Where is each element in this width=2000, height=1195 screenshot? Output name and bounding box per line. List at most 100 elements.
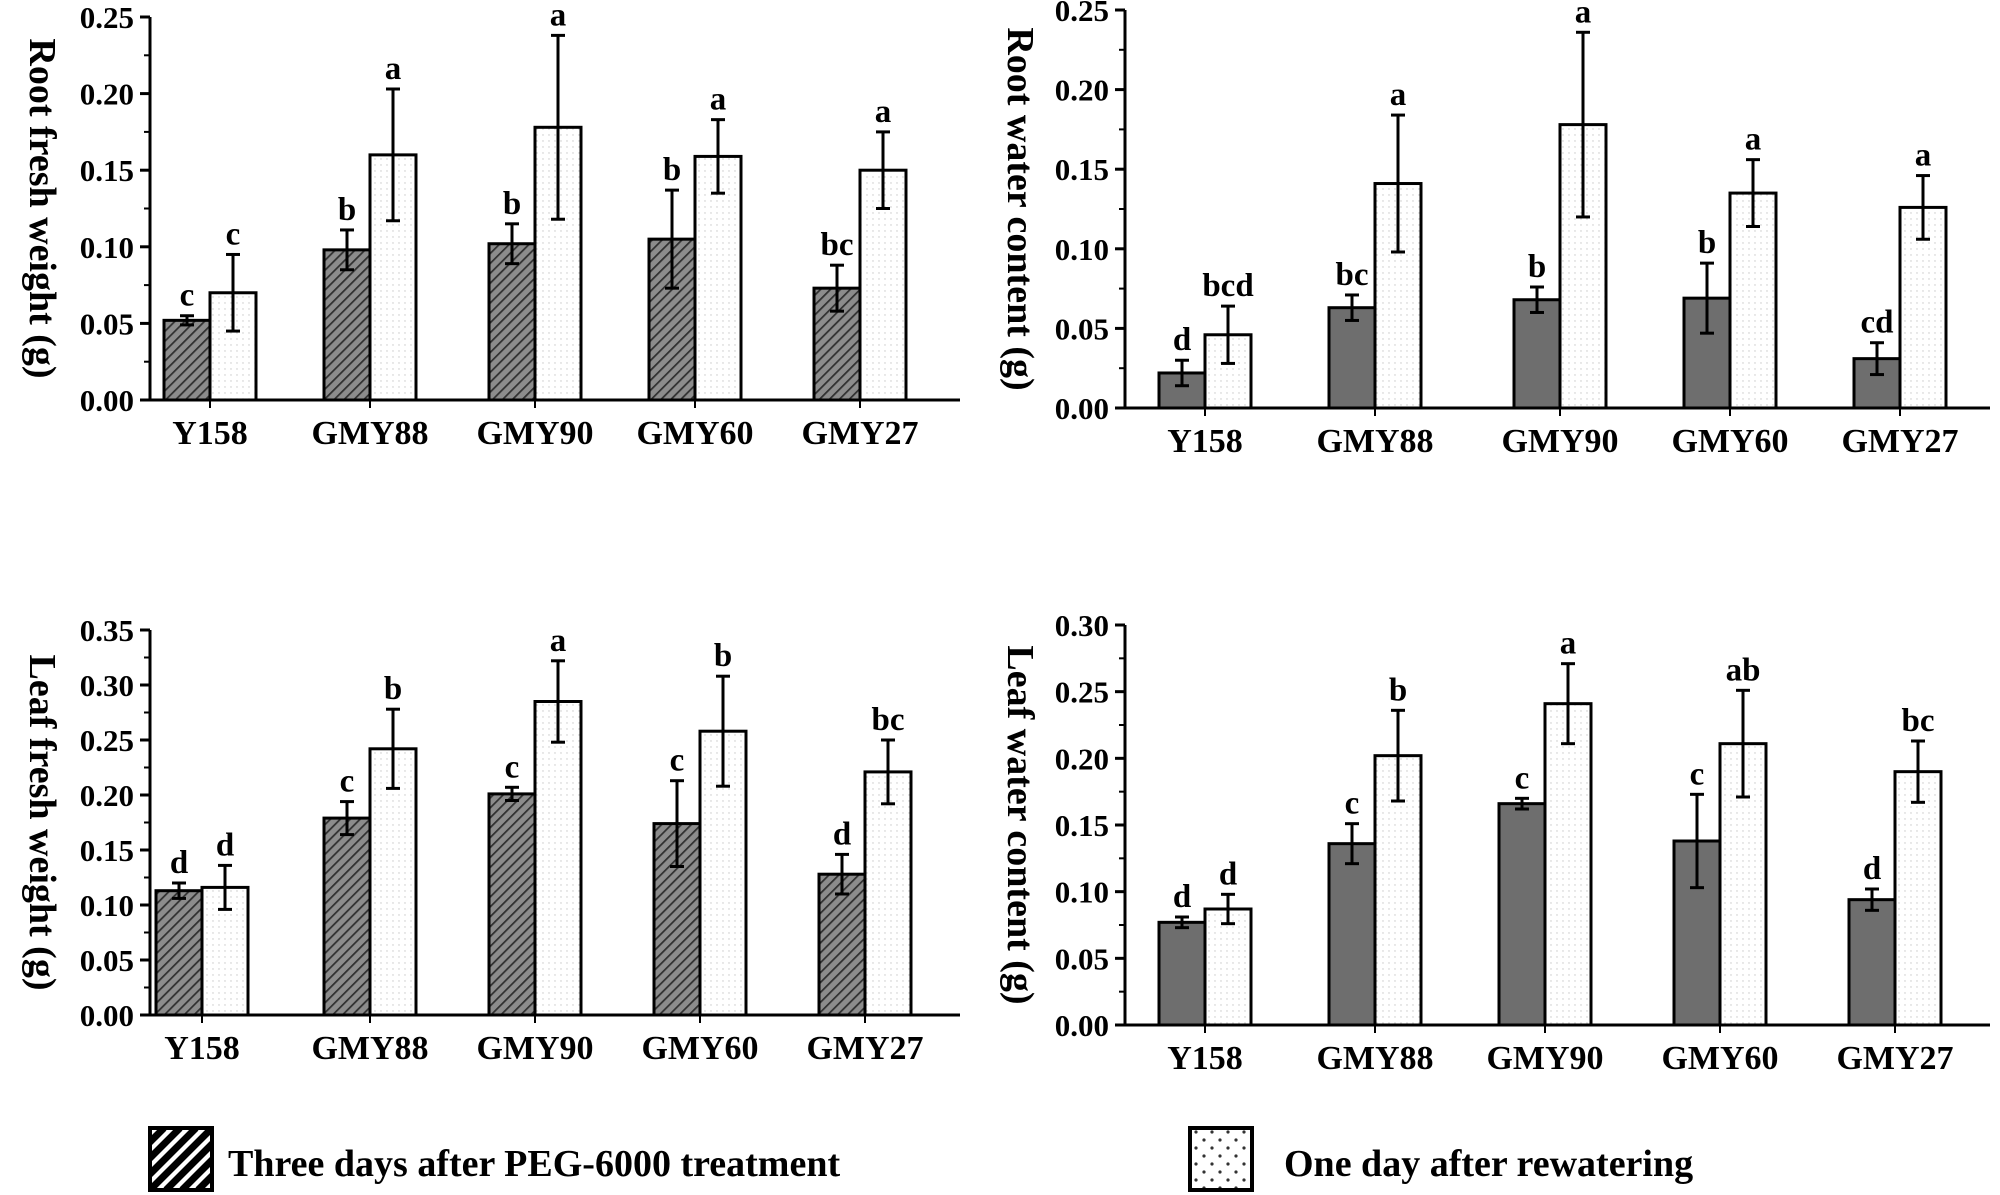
leaf-water-content-bar-treatment <box>1327 842 1377 1027</box>
root-water-content-significance-letter: b <box>1698 225 1716 261</box>
root-water-content-bar-treatment <box>1512 298 1562 410</box>
root-water-content-ylabel: Root water content (g) <box>999 27 1041 390</box>
root-fresh-weight-ytick-label: 0.25 <box>80 0 134 35</box>
root-water-content-bar-treatment <box>1327 306 1377 410</box>
legend-hatch-stripe <box>150 1128 167 1147</box>
root-fresh-weight-bar-treatment <box>487 242 537 402</box>
root-fresh-weight-significance-letter: a <box>875 94 892 130</box>
root-water-content-ytick-label: 0.05 <box>1055 311 1109 346</box>
root-water-content-ytick-label: 0.20 <box>1055 73 1109 108</box>
legend-swatch-rewater <box>1188 1126 1254 1192</box>
leaf-water-content-bar-treatment <box>1497 802 1547 1027</box>
leaf-water-content-ytick-label: 0.05 <box>1055 941 1109 976</box>
leaf-fresh-weight-significance-letter: b <box>714 638 732 674</box>
root-fresh-weight-ytick-label: 0.10 <box>80 230 134 265</box>
root-water-content-xtick-label: GMY88 <box>1316 423 1433 460</box>
root-fresh-weight-xtick-label: GMY90 <box>476 415 593 452</box>
leaf-fresh-weight-xtick-label: GMY90 <box>476 1030 593 1067</box>
leaf-water-content-xtick-label: Y158 <box>1167 1040 1243 1077</box>
leaf-water-content-ytick-label: 0.25 <box>1055 675 1109 710</box>
root-fresh-weight-chart: 0.00 0.05 0.10 0.15 0.20 0.25 Root fresh weigh… <box>21 0 960 452</box>
leaf-water-content-significance-letter: c <box>1690 756 1705 792</box>
root-fresh-weight-significance-letter: b <box>503 186 521 222</box>
leaf-fresh-weight-significance-letter: c <box>505 749 520 785</box>
root-fresh-weight-xtick-label: GMY88 <box>311 415 428 452</box>
legend-hatch-stripe <box>179 1155 212 1190</box>
leaf-fresh-weight-xtick-label: Y158 <box>164 1030 240 1067</box>
leaf-fresh-weight-bar-treatment <box>154 889 204 1017</box>
legend-label-treatment: Three days after PEG-6000 treatment <box>228 1143 840 1185</box>
leaf-fresh-weight-significance-letter: d <box>833 816 851 852</box>
leaf-water-content-bar-rewater <box>1543 702 1593 1027</box>
root-fresh-weight-significance-letter: c <box>180 278 195 314</box>
root-water-content-chart: 0.00 0.05 0.10 0.15 0.20 0.25 Root water conte… <box>999 0 1990 460</box>
legend: Three days after PEG-6000 treatment One … <box>148 1126 1693 1192</box>
root-fresh-weight-significance-letter: b <box>338 192 356 228</box>
leaf-water-content-bar-treatment <box>1847 898 1897 1027</box>
root-water-content-significance-letter: a <box>1745 122 1762 158</box>
root-water-content-xtick-label: Y158 <box>1167 423 1243 460</box>
leaf-water-content-bar-rewater <box>1203 907 1253 1027</box>
root-water-content-significance-letter: d <box>1173 322 1191 358</box>
leaf-fresh-weight-significance-letter: d <box>216 827 234 863</box>
root-fresh-weight-bar-treatment <box>322 248 372 402</box>
root-fresh-weight-significance-letter: c <box>226 216 241 252</box>
root-fresh-weight-significance-letter: a <box>385 51 402 87</box>
leaf-water-content-significance-letter: ab <box>1726 652 1761 688</box>
root-fresh-weight-xtick-label: Y158 <box>172 415 248 452</box>
root-water-content-significance-letter: a <box>1390 77 1407 113</box>
leaf-fresh-weight-significance-letter: bc <box>872 702 905 738</box>
leaf-fresh-weight-ytick-label: 0.30 <box>80 668 134 703</box>
leaf-water-content-ylabel: Leaf water content (g) <box>999 645 1041 1004</box>
leaf-fresh-weight-bar-rewater <box>863 770 913 1017</box>
root-fresh-weight-bar-rewater <box>693 154 743 402</box>
leaf-water-content-bar-treatment <box>1157 920 1207 1027</box>
leaf-fresh-weight-significance-letter: c <box>670 743 685 779</box>
leaf-water-content-significance-letter: c <box>1515 760 1530 796</box>
leaf-water-content-significance-letter: a <box>1560 626 1577 662</box>
leaf-fresh-weight-significance-letter: a <box>550 623 567 659</box>
leaf-fresh-weight-chart: 0.00 0.05 0.10 0.15 0.20 0.25 0.30 0.35 Leaf fre… <box>21 613 960 1067</box>
root-fresh-weight-significance-letter: bc <box>821 227 854 263</box>
root-water-content-ytick-label: 0.00 <box>1055 391 1109 426</box>
leaf-water-content-ytick-label: 0.10 <box>1055 875 1109 910</box>
legend-hatch-stripe <box>195 1171 212 1190</box>
root-water-content-significance-letter: bc <box>1336 257 1369 293</box>
leaf-fresh-weight-significance-letter: b <box>384 671 402 707</box>
root-fresh-weight-ytick-label: 0.20 <box>80 77 134 112</box>
leaf-water-content-significance-letter: b <box>1389 672 1407 708</box>
root-fresh-weight-ylabel: Root fresh weight (g) <box>21 38 63 378</box>
root-water-content-xtick-label: GMY90 <box>1501 423 1618 460</box>
leaf-water-content-bar-rewater <box>1893 770 1943 1027</box>
leaf-fresh-weight-ytick-label: 0.05 <box>80 943 134 978</box>
root-water-content-significance-letter: a <box>1575 0 1592 30</box>
root-fresh-weight-xtick-label: GMY27 <box>801 415 918 452</box>
root-water-content-significance-letter: cd <box>1861 305 1894 341</box>
legend-hatch-stripe <box>150 1130 151 1131</box>
leaf-water-content-ytick-label: 0.15 <box>1055 808 1109 843</box>
leaf-water-content-significance-letter: d <box>1173 879 1191 915</box>
leaf-fresh-weight-ytick-label: 0.10 <box>80 888 134 923</box>
root-water-content-ytick-label: 0.15 <box>1055 152 1109 187</box>
root-water-content-significance-letter: a <box>1915 138 1932 174</box>
leaf-fresh-weight-xtick-label: GMY88 <box>311 1030 428 1067</box>
legend-hatch-stripe <box>163 1139 212 1190</box>
leaf-water-content-significance-letter: d <box>1219 856 1237 892</box>
legend-label-rewater: One day after rewatering <box>1284 1143 1693 1185</box>
legend-hatch-stripe <box>150 1128 199 1179</box>
leaf-water-content-chart: 0.00 0.05 0.10 0.15 0.20 0.25 0.30 Leaf water c… <box>999 608 1990 1077</box>
leaf-fresh-weight-bar-rewater <box>533 700 583 1017</box>
leaf-fresh-weight-bar-treatment <box>487 792 537 1017</box>
root-water-content-ytick-label: 0.25 <box>1055 0 1109 28</box>
root-fresh-weight-ytick-label: 0.05 <box>80 306 134 341</box>
root-fresh-weight-significance-letter: b <box>663 152 681 188</box>
root-fresh-weight-significance-letter: a <box>550 0 567 33</box>
leaf-water-content-xtick-label: GMY90 <box>1486 1040 1603 1077</box>
leaf-fresh-weight-xtick-label: GMY27 <box>806 1030 923 1067</box>
root-water-content-significance-letter: bcd <box>1202 268 1253 304</box>
root-water-content-bar-treatment <box>1852 357 1902 410</box>
root-water-content-ytick-label: 0.10 <box>1055 232 1109 267</box>
leaf-water-content-ytick-label: 0.20 <box>1055 741 1109 776</box>
leaf-water-content-significance-letter: d <box>1863 851 1881 887</box>
leaf-water-content-ytick-label: 0.00 <box>1055 1008 1109 1043</box>
